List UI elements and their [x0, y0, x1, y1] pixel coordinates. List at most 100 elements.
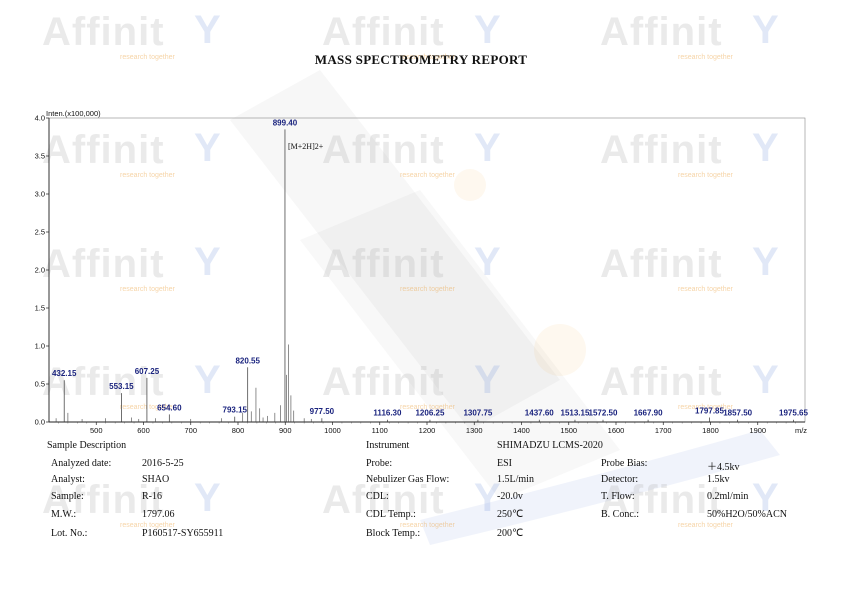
watermark-tagline: research together [400, 286, 455, 293]
x-tick-label: 800 [232, 426, 245, 435]
watermark-y-icon: Y [194, 240, 222, 284]
watermark-brand: Affinit [600, 128, 723, 172]
watermark-y-icon: Y [474, 8, 502, 52]
y-tick-label: 2.0 [35, 266, 45, 275]
peak-label: 1797.85 [695, 406, 724, 415]
instrument-field-label: Block Temp.: [366, 528, 421, 539]
y-tick-label: 0.5 [35, 380, 45, 389]
watermark-y-icon: Y [474, 476, 502, 520]
watermark-y-icon: Y [194, 476, 222, 520]
sample-field-value: 2016-5-25 [142, 458, 184, 469]
peak-label: 432.15 [52, 369, 77, 378]
watermark-tagline: research together [678, 286, 733, 293]
y-tick-label: 3.5 [35, 152, 45, 161]
watermark-brand: Affinit [600, 10, 723, 54]
instrument-field-value: 50%H2O/50%ACN [707, 509, 787, 520]
sample-field-label: Lot. No.: [51, 528, 88, 539]
sample-field-value: SHAO [142, 474, 170, 485]
x-tick-label: 700 [184, 426, 197, 435]
watermark-y-icon: Y [194, 8, 222, 52]
instrument-field-value: 0.2ml/min [707, 491, 749, 502]
x-tick-label: 900 [279, 426, 292, 435]
peak-label: 654.60 [157, 403, 182, 412]
peak-label: 553.15 [109, 382, 134, 391]
watermark-tagline: research together [400, 54, 455, 61]
peak-label: 607.25 [135, 367, 160, 376]
watermark-brand: Affinit [42, 10, 165, 54]
instrument-value: SHIMADZU LCMS-2020 [497, 440, 603, 451]
watermark-y-icon: Y [752, 240, 780, 284]
peak-label: 1975.65 [779, 409, 808, 418]
watermark-y-icon: Y [474, 240, 502, 284]
y-axis-label: Inten.(x100,000) [46, 109, 101, 118]
sample-description-heading: Sample Description [47, 440, 127, 451]
y-tick-label: 3.0 [35, 190, 45, 199]
watermark-brand: Affinit [322, 10, 445, 54]
peak-label: 1307.75 [463, 409, 492, 418]
watermark-brand: Affinit [600, 360, 723, 404]
peak-label: 820.55 [235, 356, 260, 365]
x-tick-label: 1900 [749, 426, 766, 435]
y-tick-label: 0.0 [35, 418, 45, 427]
instrument-field-label: T. Flow: [601, 491, 635, 502]
instrument-label: Instrument [366, 440, 410, 451]
x-tick-label: 1800 [702, 426, 719, 435]
instrument-field-label: CDL: [366, 491, 389, 502]
watermark-y-icon: Y [752, 126, 780, 170]
watermark-brand: Affinit [600, 242, 723, 286]
sample-field-label: Analyst: [51, 474, 85, 485]
instrument-field-label: Detector: [601, 474, 639, 485]
y-tick-label: 4.0 [35, 114, 45, 123]
y-axis-ticks: 0.0 0.5 1.0 1.5 2.0 2.5 3.0 3.5 4.0 [35, 114, 49, 427]
instrument-field-value: 1.5L/min [497, 474, 534, 485]
report-title: MASS SPECTROMETRY REPORT [314, 52, 528, 67]
instrument-field-label: Probe: [366, 458, 393, 469]
plot-frame [48, 117, 806, 423]
y-tick-label: 1.5 [35, 304, 45, 313]
x-tick-label: 600 [137, 426, 150, 435]
watermark-tagline: research together [678, 404, 733, 411]
peak-label: 1513.15 [561, 409, 590, 418]
instrument-field-label: B. Conc.: [601, 509, 640, 520]
watermark-tagline: research together [400, 172, 455, 179]
watermark-tagline: research together [400, 522, 455, 529]
x-tick-label: 1500 [560, 426, 577, 435]
y-tick-label: 1.0 [35, 342, 45, 351]
x-tick-label: 1700 [655, 426, 672, 435]
peak-label: 793.15 [223, 406, 248, 415]
peak-label: 977.50 [310, 407, 335, 416]
x-tick-label: 1200 [419, 426, 436, 435]
watermark-brand: Affinit [600, 478, 723, 522]
x-tick-label: 500 [90, 426, 103, 435]
watermark-brand: Affinit [322, 242, 445, 286]
x-axis-unit-label: m/z [795, 426, 807, 435]
x-tick-label: 1000 [324, 426, 341, 435]
peak-annotation: [M+2H]2+ [288, 142, 324, 151]
watermark-y-icon: Y [752, 358, 780, 402]
watermark-tagline: research together [400, 404, 455, 411]
watermark-brand: Affinit [322, 128, 445, 172]
peak-label: 1857.50 [723, 409, 752, 418]
watermark-y-icon: Y [194, 126, 222, 170]
peak-label: 1116.30 [373, 409, 402, 418]
watermark-brand: Affinit [42, 128, 165, 172]
watermark-y-icon: Y [752, 8, 780, 52]
sample-field-value: P160517-SY655911 [142, 528, 224, 539]
instrument-field-label: CDL Temp.: [366, 509, 416, 520]
y-tick-label: 2.5 [35, 228, 45, 237]
instrument-field-value: ESI [497, 458, 512, 469]
watermark-y-icon: Y [474, 126, 502, 170]
watermark-tagline: research together [120, 54, 175, 61]
sample-field-value: 1797.06 [142, 509, 175, 520]
sample-field-label: Analyzed date: [51, 458, 112, 469]
x-tick-label: 1600 [608, 426, 625, 435]
watermark-tagline: research together [678, 54, 733, 61]
watermark-brand: Affinit [42, 478, 165, 522]
x-tick-label: 1400 [513, 426, 530, 435]
watermark-tagline: research together [678, 522, 733, 529]
peak-label: 1206.25 [415, 409, 444, 418]
instrument-field-label: Nebulizer Gas Flow: [366, 474, 450, 485]
watermark-y-icon: Y [752, 476, 780, 520]
